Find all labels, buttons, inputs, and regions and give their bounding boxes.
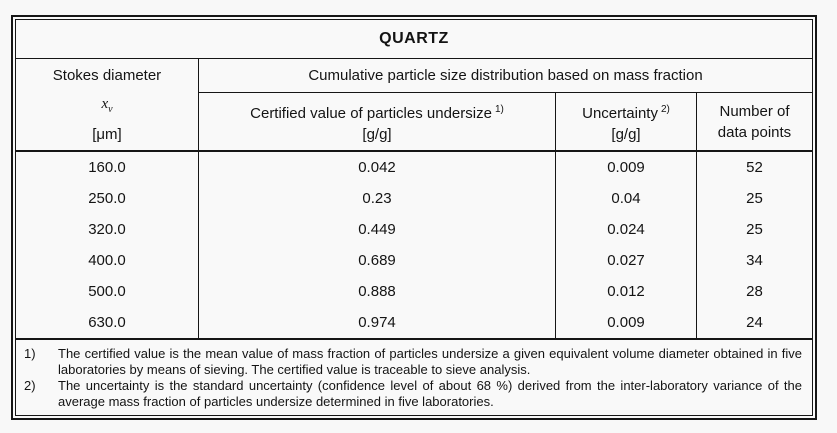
cell-data-points: 28 [746, 283, 763, 300]
footnote-1: 1) The certified value is the mean value… [24, 346, 802, 378]
table-row: 400.0 0.689 0.027 34 [16, 245, 812, 276]
cell-certified-value: 0.974 [199, 307, 556, 338]
table-row: 250.0 0.23 0.04 25 [16, 183, 812, 214]
cell-certified-value: 0.888 [199, 276, 556, 307]
cell-diameter: 320.0 [16, 214, 199, 245]
cell-diameter: 400.0 [16, 245, 199, 276]
cell-uncertainty: 0.024 [556, 214, 697, 245]
cell-certified-value: 0.689 [199, 245, 556, 276]
cell-diameter: 250.0 [16, 183, 199, 214]
certified-value-text: Certified value of particles undersize [250, 104, 492, 122]
table-body: 160.0 0.042 0.009 52 250.0 0.23 0.04 25 … [16, 152, 812, 338]
stokes-diameter-symbol: xv [101, 96, 112, 115]
cell-data-points: 34 [746, 252, 763, 269]
data-points-label-line1: Number of [719, 102, 790, 120]
table-title: QUARTZ [16, 20, 812, 59]
cell-data-points: 25 [746, 190, 763, 207]
cell-data-points: 24 [746, 314, 763, 331]
footnote-1-number: 1) [24, 346, 36, 361]
symbol-subscript-v: v [108, 103, 113, 115]
table-row: 320.0 0.449 0.024 25 [16, 214, 812, 245]
footnote-2-text: The uncertainty is the standard uncertai… [58, 378, 802, 409]
cell-uncertainty: 0.012 [556, 276, 697, 307]
cell-uncertainty: 0.009 [556, 152, 697, 183]
cell-uncertainty: 0.027 [556, 245, 697, 276]
uncertainty-text: Uncertainty [582, 104, 658, 122]
footnote-2-number: 2) [24, 378, 36, 393]
quartz-table-frame: QUARTZ Stokes diameter xv [μm] Cumulativ… [11, 15, 817, 420]
stokes-diameter-label: Stokes diameter [52, 67, 162, 84]
cell-certified-value: 0.042 [199, 152, 556, 183]
column-header-number-of-data-points: Number of data points [697, 93, 812, 150]
cell-diameter: 500.0 [16, 276, 199, 307]
certified-value-unit: [g/g] [362, 125, 392, 143]
column-header-stokes-diameter: Stokes diameter xv [μm] [16, 59, 199, 150]
uncertainty-label: Uncertainty 2) [582, 99, 670, 124]
footnote-1-text: The certified value is the mean value of… [58, 346, 802, 377]
table-row: 160.0 0.042 0.009 52 [16, 152, 812, 183]
cell-uncertainty: 0.009 [556, 307, 697, 338]
cell-diameter: 160.0 [16, 152, 199, 183]
sub-header-row: Certified value of particles undersize 1)… [199, 93, 812, 150]
data-points-label-line2: data points [717, 123, 792, 141]
footnote-2: 2) The uncertainty is the standard uncer… [24, 378, 802, 410]
quartz-table: QUARTZ Stokes diameter xv [μm] Cumulativ… [15, 19, 813, 416]
table-row: 500.0 0.888 0.012 28 [16, 276, 812, 307]
column-header-uncertainty: Uncertainty 2) [g/g] [556, 93, 697, 150]
stokes-diameter-unit: [μm] [92, 126, 122, 143]
cell-diameter: 630.0 [16, 307, 199, 338]
column-header-certified-value: Certified value of particles undersize 1)… [199, 93, 556, 150]
footnote-mark-1: 1) [494, 103, 504, 115]
table-header: Stokes diameter xv [μm] Cumulative parti… [16, 59, 812, 152]
uncertainty-unit: [g/g] [611, 125, 641, 143]
header-right-group: Cumulative particle size distribution ba… [199, 59, 812, 150]
cell-certified-value: 0.23 [199, 183, 556, 214]
table-row: 630.0 0.974 0.009 24 [16, 307, 812, 338]
symbol-x: x [101, 95, 109, 112]
footnote-mark-2: 2) [660, 103, 670, 115]
cell-data-points: 25 [746, 221, 763, 238]
cell-uncertainty: 0.04 [556, 183, 697, 214]
group-header-cumulative-distribution: Cumulative particle size distribution ba… [199, 59, 812, 93]
footnotes-section: 1) The certified value is the mean value… [16, 338, 812, 415]
cell-certified-value: 0.449 [199, 214, 556, 245]
certified-value-label: Certified value of particles undersize 1) [250, 99, 504, 124]
cell-data-points: 52 [746, 159, 763, 176]
